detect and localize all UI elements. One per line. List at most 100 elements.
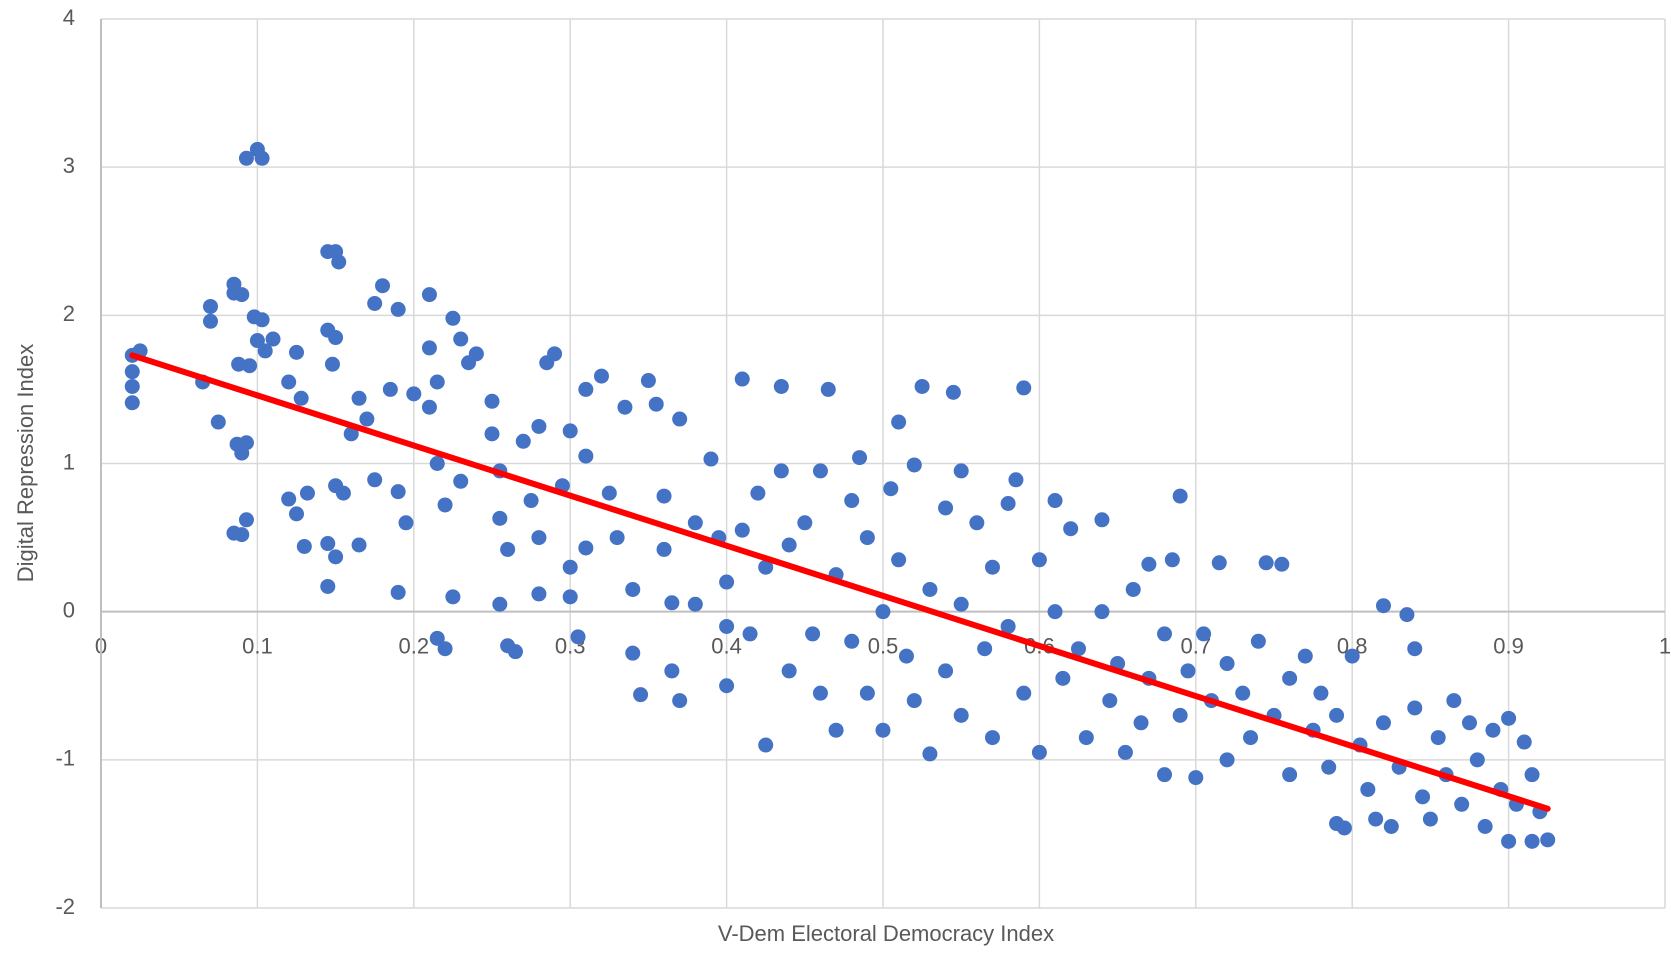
scatter-point bbox=[953, 596, 969, 612]
scatter-point bbox=[234, 287, 250, 303]
scatter-point bbox=[531, 418, 547, 434]
scatter-point bbox=[1540, 832, 1556, 848]
scatter-point bbox=[351, 537, 367, 553]
scatter-point bbox=[664, 663, 680, 679]
scatter-point bbox=[859, 685, 875, 701]
scatter-point bbox=[390, 484, 406, 500]
scatter-point bbox=[828, 722, 844, 738]
scatter-point bbox=[429, 456, 445, 471]
scatter-point bbox=[687, 515, 703, 531]
scatter-point bbox=[719, 618, 735, 634]
scatter-point bbox=[328, 330, 344, 346]
scatter-point bbox=[914, 378, 930, 394]
scatter-point bbox=[484, 393, 500, 409]
y-tick-label: 0 bbox=[63, 597, 75, 622]
scatter-point bbox=[820, 381, 836, 397]
scatter-point bbox=[375, 278, 391, 294]
scatter-point bbox=[703, 451, 719, 467]
scatter-point bbox=[468, 346, 484, 362]
x-tick-label: 0.9 bbox=[1493, 633, 1524, 658]
scatter-point bbox=[500, 541, 516, 557]
scatter-point bbox=[1415, 789, 1431, 805]
scatter-point bbox=[1047, 493, 1063, 509]
scatter-point bbox=[719, 678, 735, 694]
scatter-point bbox=[453, 473, 469, 489]
scatter-point bbox=[875, 604, 891, 620]
scatter-point bbox=[281, 491, 297, 507]
x-tick-label: 1 bbox=[1659, 633, 1671, 658]
scatter-point bbox=[1219, 656, 1235, 672]
scatter-point bbox=[320, 536, 336, 552]
scatter-point bbox=[390, 301, 406, 317]
scatter-point bbox=[625, 645, 641, 661]
scatter-point bbox=[1141, 556, 1157, 572]
scatter-point bbox=[1422, 811, 1438, 827]
scatter-point bbox=[320, 578, 336, 594]
scatter-point bbox=[281, 374, 297, 390]
scatter-point bbox=[324, 356, 340, 372]
scatter-point bbox=[977, 641, 993, 657]
x-tick-label: 0.2 bbox=[399, 633, 430, 658]
scatter-point bbox=[492, 596, 508, 612]
scatter-point bbox=[1368, 811, 1384, 827]
scatter-point bbox=[445, 589, 461, 605]
scatter-point bbox=[1297, 648, 1313, 664]
scatter-point bbox=[1383, 819, 1399, 835]
scatter-point bbox=[898, 648, 914, 664]
scatter-point bbox=[953, 707, 969, 723]
scatter-point bbox=[648, 396, 664, 412]
scatter-point bbox=[1102, 693, 1118, 709]
scatter-point bbox=[883, 481, 899, 497]
scatter-point bbox=[1454, 796, 1470, 812]
scatter-point bbox=[687, 596, 703, 612]
scatter-point bbox=[547, 346, 563, 362]
scatter-point bbox=[390, 584, 406, 600]
scatter-point bbox=[640, 373, 656, 389]
scatter-point bbox=[234, 527, 250, 543]
scatter-point bbox=[891, 552, 907, 568]
scatter-point bbox=[1282, 767, 1298, 783]
scatter-point bbox=[492, 510, 508, 526]
scatter-point bbox=[289, 506, 304, 522]
scatter-point bbox=[124, 395, 140, 411]
scatter-point bbox=[656, 488, 672, 504]
scatter-point bbox=[781, 537, 797, 553]
scatter-point bbox=[398, 515, 414, 531]
scatter-point bbox=[633, 687, 649, 703]
scatter-point bbox=[891, 414, 907, 430]
scatter-point bbox=[1477, 819, 1493, 835]
scatter-point bbox=[593, 368, 609, 384]
scatter-point bbox=[238, 435, 254, 451]
scatter-point bbox=[664, 595, 680, 611]
scatter-point bbox=[875, 722, 891, 738]
scatter-point bbox=[844, 633, 860, 649]
scatter-point bbox=[328, 549, 344, 565]
scatter-point bbox=[1133, 715, 1149, 731]
scatter-point bbox=[1016, 685, 1032, 701]
scatter-point bbox=[484, 426, 500, 442]
scatter-point bbox=[562, 589, 578, 605]
scatter-point bbox=[1313, 685, 1329, 701]
scatter-point bbox=[1407, 700, 1423, 716]
scatter-point bbox=[906, 457, 922, 473]
scatter-point bbox=[254, 312, 270, 328]
scatter-point bbox=[124, 378, 140, 394]
scatter-point bbox=[238, 150, 254, 166]
scatter-point bbox=[421, 287, 437, 303]
scatter-point bbox=[1282, 670, 1298, 686]
scatter-point bbox=[1274, 556, 1290, 572]
scatter-point bbox=[1219, 752, 1235, 768]
scatter-point bbox=[293, 390, 309, 406]
scatter-point bbox=[1344, 648, 1360, 664]
scatter-point bbox=[1094, 512, 1110, 528]
scatter-point bbox=[578, 540, 594, 556]
scatter-point bbox=[1462, 715, 1477, 731]
scatter-point bbox=[922, 581, 938, 597]
scatter-point bbox=[1329, 707, 1345, 723]
scatter-point bbox=[445, 310, 461, 326]
scatter-point bbox=[750, 485, 766, 501]
scatter-point bbox=[1196, 626, 1212, 642]
scatter-point bbox=[1485, 722, 1501, 738]
scatter-point bbox=[562, 423, 578, 439]
